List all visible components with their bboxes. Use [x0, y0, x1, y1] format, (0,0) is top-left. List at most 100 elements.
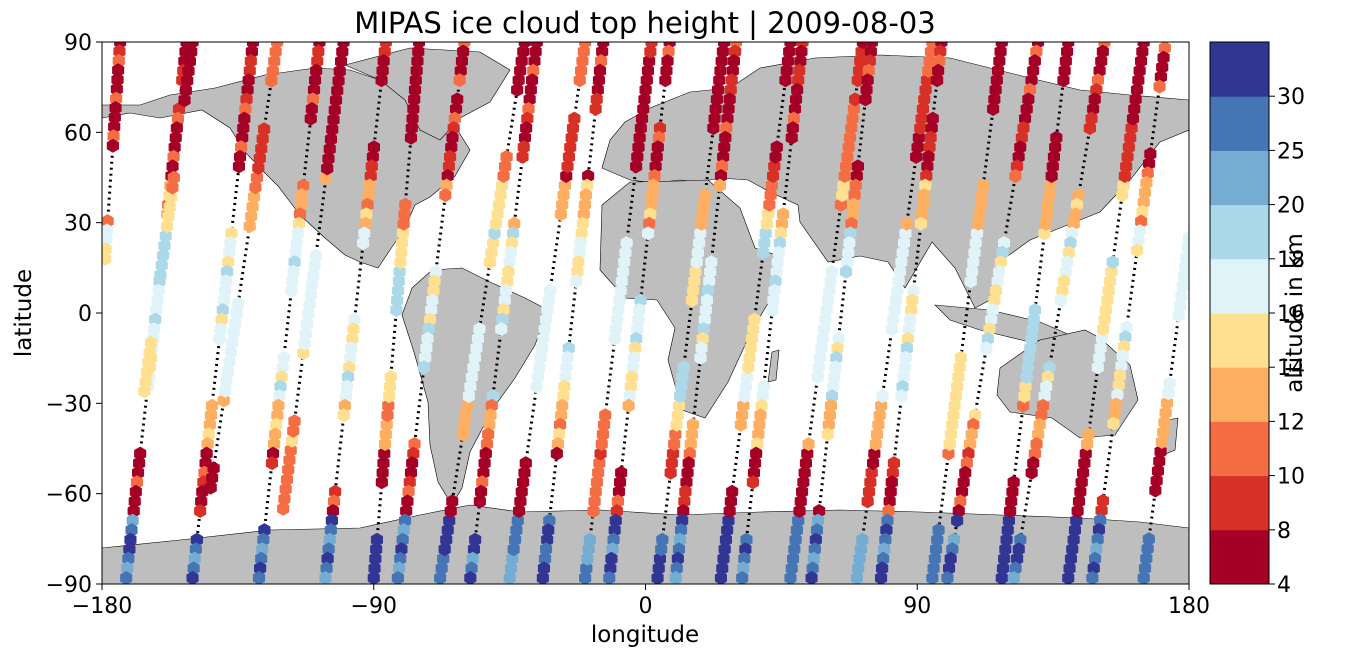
cloud-marker — [397, 216, 410, 231]
cloud-marker — [841, 255, 854, 270]
cloud-marker — [216, 303, 229, 317]
cloud-marker — [617, 264, 630, 279]
cloud-marker — [359, 216, 372, 231]
cloud-marker — [753, 417, 766, 432]
cloud-marker — [337, 42, 350, 49]
cloud-marker — [846, 207, 859, 222]
cloud-marker — [1115, 359, 1128, 373]
cloud-marker — [423, 312, 436, 327]
cloud-marker — [1132, 73, 1145, 88]
land-layer — [102, 47, 1189, 584]
cloud-marker — [763, 197, 776, 212]
cloud-marker — [765, 178, 778, 193]
cloud-marker — [999, 542, 1012, 557]
cloud-marker — [440, 532, 453, 547]
cloud-marker — [246, 199, 259, 214]
cloud-marker — [772, 245, 785, 260]
cloud-marker — [439, 188, 452, 203]
cloud-marker — [245, 209, 258, 224]
cloud-marker — [535, 341, 548, 356]
cloud-marker — [678, 494, 691, 509]
cloud-marker — [854, 54, 867, 69]
cloud-marker — [358, 226, 371, 241]
cloud-marker — [747, 465, 760, 480]
cloud-marker — [724, 494, 737, 509]
cloud-marker — [675, 379, 688, 394]
cloud-marker — [110, 91, 123, 106]
cloud-marker — [887, 456, 900, 471]
cloud-marker — [919, 178, 932, 193]
cloud-marker — [235, 140, 248, 155]
cloud-marker — [466, 551, 479, 566]
cloud-marker — [660, 63, 673, 78]
cloud-marker — [362, 188, 375, 203]
cloud-marker — [429, 264, 442, 279]
cloud-marker — [551, 437, 564, 451]
cloud-marker — [542, 523, 555, 538]
cloud-marker — [781, 54, 794, 69]
cloud-marker — [683, 446, 696, 461]
cloud-marker — [754, 408, 767, 423]
cloud-marker — [862, 484, 876, 499]
cloud-marker — [1144, 147, 1157, 161]
cloud-marker — [1083, 121, 1096, 136]
cloud-marker — [664, 465, 677, 480]
cloud-marker — [128, 494, 141, 509]
cloud-marker — [533, 360, 546, 375]
cloud-marker — [375, 73, 388, 88]
cloud-marker — [1117, 339, 1131, 354]
cloud-marker — [647, 178, 660, 193]
cloud-marker — [619, 245, 632, 260]
cloud-marker — [1038, 226, 1051, 241]
cloud-marker — [923, 140, 936, 155]
cloud-marker — [738, 551, 751, 566]
cloud-marker — [885, 475, 898, 490]
cloud-marker — [716, 44, 729, 59]
colorbar-segment — [1210, 367, 1269, 422]
cloud-marker — [239, 102, 252, 116]
cloud-marker — [626, 360, 640, 375]
cloud-marker — [217, 393, 230, 408]
cloud-marker — [206, 471, 219, 485]
cloud-marker — [980, 341, 993, 356]
cloud-marker — [896, 379, 909, 394]
y-tick-label: 90 — [64, 31, 92, 56]
cloud-marker — [1043, 188, 1056, 203]
cloud-marker — [891, 283, 904, 298]
cloud-marker — [384, 370, 397, 384]
cloud-marker — [368, 561, 381, 576]
cloud-marker — [934, 44, 947, 59]
cloud-marker — [768, 159, 781, 174]
cloud-marker — [685, 427, 698, 442]
cloud-marker — [880, 523, 893, 538]
cloud-marker — [375, 475, 388, 490]
cloud-marker — [511, 513, 524, 528]
cloud-marker — [670, 561, 683, 576]
cloud-marker — [144, 335, 157, 350]
cloud-marker — [169, 130, 182, 145]
cloud-marker — [682, 456, 695, 471]
cloud-marker — [249, 180, 262, 195]
cloud-marker — [564, 140, 577, 155]
cloud-marker — [690, 255, 703, 270]
cloud-marker — [266, 64, 279, 79]
cloud-marker — [713, 178, 726, 193]
cloud-marker — [367, 571, 380, 584]
y-tick-label: 30 — [64, 212, 92, 237]
cloud-marker — [1116, 349, 1129, 364]
cloud-marker — [652, 130, 665, 145]
cloud-marker — [140, 364, 153, 379]
cloud-marker — [282, 462, 295, 477]
cloud-marker — [827, 379, 840, 394]
cloud-marker — [245, 44, 258, 59]
cloud-marker — [996, 561, 1009, 576]
cloud-marker — [811, 370, 824, 384]
cloud-marker — [868, 446, 881, 461]
x-tick-label: 180 — [1168, 594, 1210, 619]
cloud-marker — [625, 370, 638, 384]
cloud-marker — [488, 226, 501, 241]
cloud-marker — [794, 54, 807, 69]
cloud-marker — [589, 484, 602, 499]
cloud-marker — [518, 42, 531, 49]
cloud-marker — [826, 389, 839, 404]
